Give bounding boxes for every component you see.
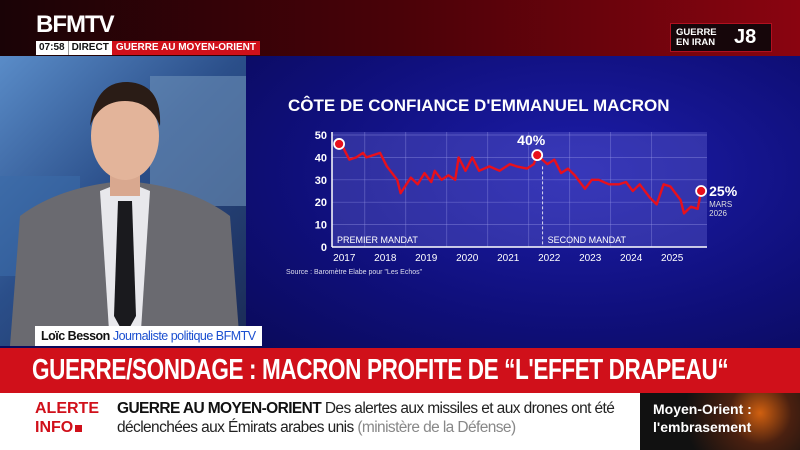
latest-date-year: 2026 [709,209,727,218]
top-bar: BFMTV 07:58 DIRECT GUERRE AU MOYEN-ORIEN… [0,0,800,56]
speaker-role: Journaliste politique BFMTV [112,329,256,343]
confidence-line [338,142,703,215]
x-tick-label: 2025 [661,253,684,264]
name-tag: Loïc Besson Journaliste politique BFMTV [35,326,262,346]
period-label-second: SECOND MANDAT [548,235,627,245]
badge-line2: EN IRAN [676,36,716,48]
presenter-video [0,56,246,346]
plot-area [332,132,707,247]
headline-text: GUERRE/SONDAGE : MACRON PROFITE DE “L'EF… [32,354,729,386]
presenter-figure [0,76,246,346]
badge-day: J8 [734,26,757,48]
alert-line1: ALERTE [35,400,99,417]
x-tick-label: 2021 [497,253,520,264]
x-tick-label: 2017 [333,253,356,264]
bfmtv-logo: BFMTV [36,11,115,38]
x-tick-label: 2019 [415,253,438,264]
square-icon [75,425,83,432]
news-ticker: ALERTE INFO GUERRE AU MOYEN-ORIENT Des al… [0,393,640,450]
highlight-point [695,185,708,197]
war-day-badge: GUERRE EN IRAN J8 [670,23,772,52]
alert-line2: INFO [35,419,74,436]
highlight-point [333,138,346,150]
chart-source: Source : Baromètre Elabe pour "Les Echos… [286,269,423,276]
y-tick-label: 40 [315,152,327,164]
y-tick-label: 30 [315,175,327,187]
alert-label: ALERTE INFO [35,399,99,437]
y-tick-label: 0 [321,242,327,254]
latest-value-label: 25% [709,183,738,199]
x-tick-label: 2020 [456,253,479,264]
y-tick-label: 50 [315,130,327,142]
x-tick-label: 2023 [579,253,602,264]
x-tick-label: 2018 [374,253,397,264]
badge-line1: GUERRE [676,26,717,38]
thumbnail-line2: l'embrasement [653,419,752,435]
ticker-text: GUERRE AU MOYEN-ORIENT Des alertes aux m… [117,399,637,437]
live-label: DIRECT [67,41,112,55]
highlight-point [531,149,544,162]
x-tick-label: 2024 [620,253,643,264]
topic-label: GUERRE AU MOYEN-ORIENT [111,41,261,55]
speaker-name: Loïc Besson [41,329,110,343]
y-tick-label: 10 [315,220,327,232]
clock: 07:58 [36,41,68,55]
thumbnail-line1: Moyen-Orient : [653,401,752,417]
chart-title: CÔTE DE CONFIANCE D'EMMANUEL MACRON [288,96,670,115]
headline-banner: GUERRE/SONDAGE : MACRON PROFITE DE “L'EF… [0,348,800,393]
peak-label: 40% [517,132,546,148]
period-label-first: PREMIER MANDAT [337,235,418,245]
next-segment-thumbnail[interactable]: Moyen-Orient : l'embrasement [640,393,800,450]
ticker-topic: GUERRE AU MOYEN-ORIENT [117,400,322,417]
y-tick-label: 20 [315,197,327,209]
x-tick-label: 2022 [538,253,561,264]
live-strip: 07:58 DIRECT GUERRE AU MOYEN-ORIENT [36,41,261,55]
confidence-chart: 0 10 20 30 40 50 2017 2018 2019 2020 2021 2022 2023 2… [315,130,738,264]
ticker-body: Des alertes aux missiles et aux drones o… [117,400,615,436]
ticker-source: (ministère de la Défense) [357,419,516,436]
latest-date-month: MARS [709,200,732,209]
